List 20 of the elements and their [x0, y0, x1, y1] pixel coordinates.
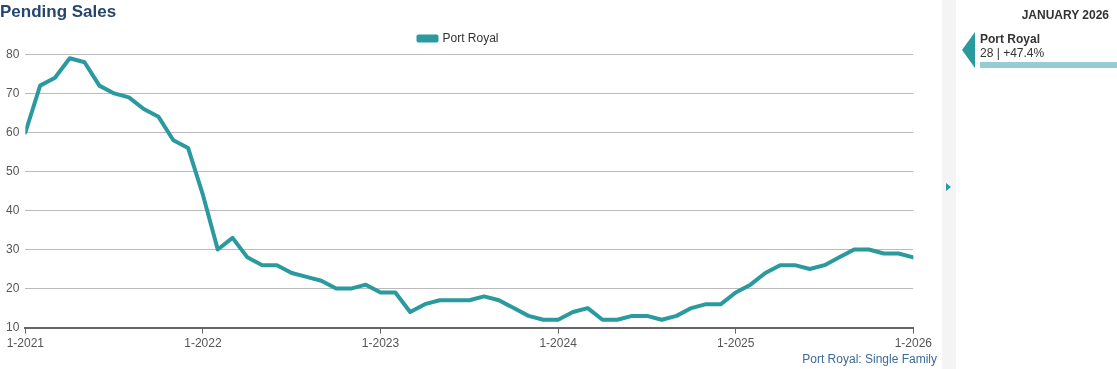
- text: Port Royal: [980, 32, 1041, 46]
- text: Port Royal: Single Family: [802, 352, 937, 366]
- x-tick-label: 1-2022: [184, 336, 222, 351]
- y-tick-label: 50: [5, 163, 20, 178]
- legend-label: Port Royal: [442, 30, 499, 45]
- x-tick-label: 1-2021: [6, 336, 45, 351]
- y-tick-label: 10: [5, 319, 20, 334]
- text: 28 | +47.4%: [980, 46, 1045, 60]
- text: JANUARY 2026: [1021, 8, 1109, 22]
- y-tick-label: 70: [5, 85, 20, 100]
- y-tick-label: 60: [5, 124, 20, 139]
- x-tick-label: 1-2023: [361, 336, 400, 351]
- x-tick-label: 1-2025: [717, 336, 755, 351]
- y-tick-label: 30: [5, 241, 20, 256]
- y-tick-label: 40: [5, 202, 20, 217]
- x-tick-label: 1-2024: [539, 336, 578, 351]
- x-tick-label: 1-2026: [894, 336, 933, 351]
- y-tick-label: 80: [5, 46, 20, 61]
- y-tick-label: 20: [5, 280, 20, 295]
- chart-title: Pending Sales: [0, 1, 117, 21]
